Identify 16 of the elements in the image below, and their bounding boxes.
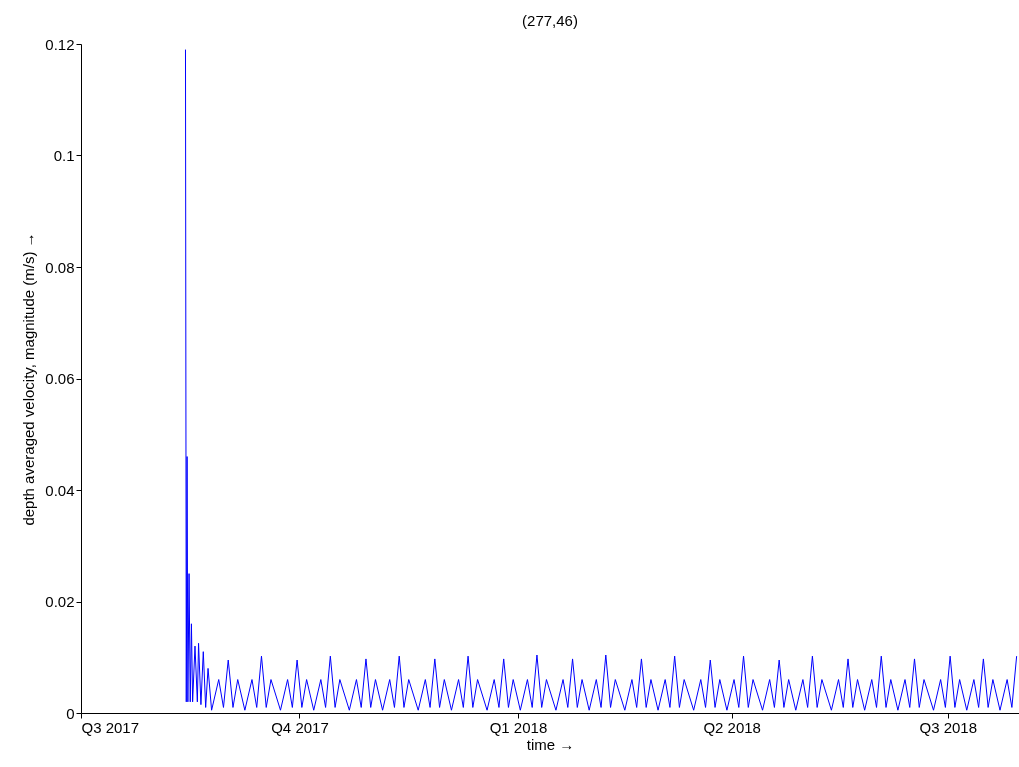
chart-title: (277,46) bbox=[522, 12, 578, 29]
x-tick-label: Q3 2018 bbox=[919, 718, 978, 736]
line-series bbox=[184, 49, 1018, 711]
y-tick-label: 0.12 bbox=[45, 35, 75, 53]
y-tick-label: 0 bbox=[66, 704, 75, 722]
y-tick-label: 0.06 bbox=[45, 370, 75, 387]
y-tick-label: 0.1 bbox=[53, 147, 75, 164]
x-tick-label: Q3 2017 bbox=[81, 718, 140, 736]
y-axis-title: depth averaged velocity, magnitude (m/s) → bbox=[20, 232, 38, 526]
y-tick-label: 0.02 bbox=[45, 593, 75, 610]
x-tick-label: Q2 2018 bbox=[703, 718, 761, 736]
x-tick-label: Q4 2017 bbox=[271, 718, 329, 736]
x-tick-label: Q1 2018 bbox=[489, 718, 548, 736]
x-axis-title: time → bbox=[526, 735, 575, 753]
y-tick-label: 0.08 bbox=[45, 258, 75, 276]
y-tick-label: 0.04 bbox=[45, 481, 75, 499]
